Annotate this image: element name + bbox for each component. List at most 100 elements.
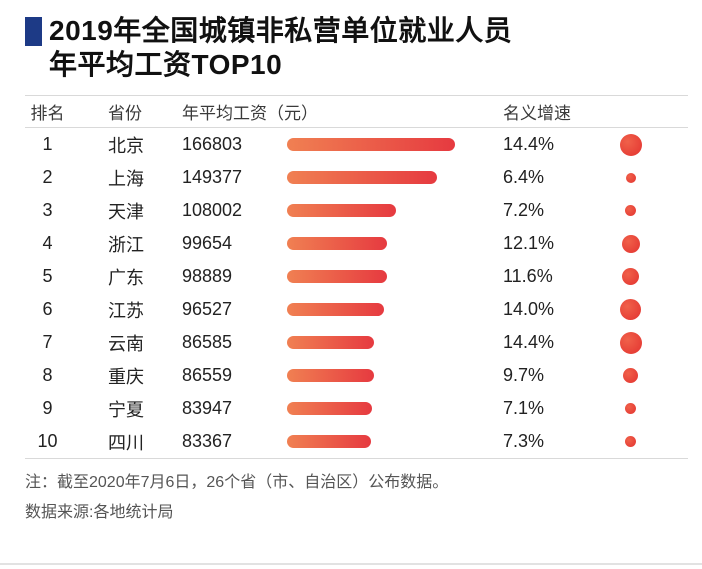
province-cell: 重庆 [108, 366, 144, 387]
growth-dot [620, 299, 641, 321]
province-cell: 北京 [108, 135, 144, 156]
salary-bar [287, 336, 374, 350]
rank-cell: 3 [42, 200, 53, 221]
salary-cell: 149377 [182, 167, 243, 188]
province-cell: 江苏 [108, 300, 144, 321]
salary-bar-cell [287, 171, 503, 185]
rank-cell: 4 [42, 233, 53, 254]
salary-cell: 99654 [182, 233, 233, 254]
salary-bar-cell [287, 402, 503, 416]
province-cell: 天津 [108, 201, 144, 222]
rank-cell: 9 [42, 398, 53, 419]
growth-dot [625, 403, 636, 415]
footer-source: 数据来源:各地统计局 [25, 503, 174, 521]
growth-cell: 6.4% [503, 167, 545, 188]
rank-cell: 7 [42, 332, 53, 353]
province-cell: 上海 [108, 168, 144, 189]
growth-dot-cell [573, 436, 688, 448]
growth-dot [625, 205, 636, 217]
page-title-line1: 2019年全国城镇非私营单位就业人员 [49, 15, 513, 46]
growth-dot-cell [573, 403, 688, 415]
growth-dot [619, 133, 642, 156]
footer-note: 注：截至2020年7月6日，26个省（市、自治区）公布数据。 [25, 474, 449, 492]
salary-bar-cell [287, 138, 503, 152]
rank-cell: 5 [42, 266, 53, 287]
rank-cell: 6 [42, 299, 53, 320]
footer: 注：截至2020年7月6日，26个省（市、自治区）公布数据。 数据来源:各地统计… [25, 468, 677, 527]
province-cell: 四川 [108, 432, 144, 453]
table-row: 5 广东 98889 11.6% [0, 260, 702, 293]
salary-bar-cell [287, 270, 503, 284]
growth-cell: 14.0% [503, 299, 555, 320]
table-row: 7 云南 86585 14.4% [0, 326, 702, 359]
salary-cell: 86559 [182, 365, 233, 386]
table-row: 10 四川 83367 7.3% [0, 425, 702, 458]
growth-dot [621, 234, 640, 253]
header-rank: 排名 [30, 104, 65, 124]
growth-dot [623, 368, 638, 384]
table-row: 2 上海 149377 6.4% [0, 161, 702, 194]
salary-table: 排名 省份 年平均工资（元） 名义增速 1 北京 166803 14.4% 2 … [0, 95, 702, 460]
salary-cell: 83367 [182, 431, 233, 452]
table-row: 4 浙江 99654 12.1% [0, 227, 702, 260]
growth-cell: 7.3% [503, 431, 545, 452]
salary-bar [287, 270, 387, 284]
growth-dot-cell [573, 205, 688, 217]
salary-bar-cell [287, 435, 503, 449]
growth-dot-cell [573, 368, 688, 384]
salary-bar [287, 402, 372, 416]
title-bullet-square [25, 17, 42, 46]
salary-bar-cell [287, 369, 503, 383]
header-salary: 年平均工资（元） [182, 104, 318, 124]
rank-cell: 2 [42, 167, 53, 188]
growth-cell: 7.2% [503, 200, 545, 221]
salary-cell: 86585 [182, 332, 233, 353]
salary-cell: 96527 [182, 299, 233, 320]
salary-bar [287, 303, 384, 317]
growth-cell: 14.4% [503, 332, 555, 353]
header-bottom-rule [25, 127, 688, 129]
header-growth: 名义增速 [503, 104, 571, 124]
salary-cell: 83947 [182, 398, 233, 419]
growth-dot [622, 268, 639, 286]
province-cell: 广东 [108, 267, 144, 288]
growth-dot-cell [573, 331, 688, 354]
growth-cell: 11.6% [503, 266, 553, 287]
table-row: 8 重庆 86559 9.7% [0, 359, 702, 392]
growth-dot-cell [573, 172, 688, 183]
province-cell: 宁夏 [108, 399, 144, 420]
table-row: 9 宁夏 83947 7.1% [0, 392, 702, 425]
header-top-rule [25, 95, 688, 97]
growth-dot-cell [573, 299, 688, 321]
table-row: 1 北京 166803 14.4% [0, 128, 702, 161]
salary-bar [287, 435, 371, 449]
salary-bar [287, 171, 437, 185]
growth-cell: 14.4% [503, 134, 555, 155]
salary-bar-cell [287, 237, 503, 251]
salary-bar-cell [287, 204, 503, 218]
salary-bar [287, 204, 396, 218]
header-province: 省份 [108, 104, 142, 124]
page-title: 2019年全国城镇非私营单位就业人员 年平均工资TOP10 [49, 14, 512, 82]
province-cell: 云南 [108, 333, 144, 354]
page-title-line2: 年平均工资TOP10 [49, 49, 283, 81]
growth-dot-cell [573, 268, 688, 286]
table-bottom-rule [25, 458, 688, 460]
table-row: 3 天津 108002 7.2% [0, 194, 702, 227]
rank-cell: 10 [37, 431, 58, 452]
growth-dot-cell [573, 133, 688, 156]
bottom-divider [0, 563, 702, 565]
salary-cell: 166803 [182, 134, 243, 155]
salary-cell: 98889 [182, 266, 233, 287]
rank-cell: 8 [42, 365, 53, 386]
title-block: 2019年全国城镇非私营单位就业人员 年平均工资TOP10 [0, 0, 702, 82]
province-cell: 浙江 [108, 234, 144, 255]
table-rows: 1 北京 166803 14.4% 2 上海 149377 6.4% 3 天津 … [0, 128, 702, 458]
growth-dot [625, 172, 636, 183]
growth-cell: 12.1% [503, 233, 555, 254]
growth-cell: 7.1% [503, 398, 545, 419]
salary-bar-cell [287, 336, 503, 350]
salary-bar [287, 237, 387, 251]
growth-dot [619, 331, 642, 354]
